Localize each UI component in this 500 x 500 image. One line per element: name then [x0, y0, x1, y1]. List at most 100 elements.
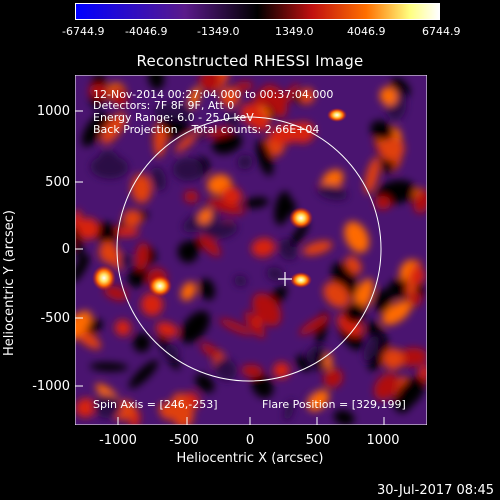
colorbar-tick: 1349.0	[275, 25, 314, 38]
emission-blob	[375, 195, 391, 210]
emission-blob	[199, 75, 221, 92]
emission-blob	[188, 87, 201, 107]
emission-blob	[237, 154, 253, 170]
emission-blob	[195, 373, 215, 393]
method-counts-label: Back Projection Total counts: 2.66E+04	[93, 123, 320, 136]
y-tick-label: 1000	[36, 104, 70, 119]
emission-blob	[274, 191, 291, 226]
emission-blob	[88, 84, 111, 99]
emission-blob	[131, 174, 152, 203]
hot-source	[289, 207, 313, 229]
colorbar-tick: -4046.9	[125, 25, 168, 38]
emission-blob	[363, 335, 379, 362]
emission-blob	[92, 394, 122, 419]
emission-blob	[299, 87, 315, 105]
emission-blob	[323, 281, 350, 308]
x-tick-label: -500	[169, 433, 199, 448]
emission-blob	[370, 120, 394, 142]
emission-blob	[81, 113, 106, 147]
x-tick-label: 0	[245, 433, 255, 448]
emission-blob	[180, 281, 197, 301]
y-tick-label: 500	[45, 175, 70, 190]
emission-blob	[243, 197, 269, 209]
emission-blobs	[75, 75, 427, 425]
emission-blob	[241, 364, 263, 378]
emission-blob	[381, 300, 412, 326]
emission-blob	[317, 184, 348, 201]
emission-blob	[379, 86, 398, 106]
emission-blob	[379, 137, 405, 161]
colorbar	[75, 3, 440, 20]
emission-blob	[104, 285, 128, 301]
emission-blob	[206, 127, 232, 137]
x-tick-label: -1000	[99, 433, 137, 448]
emission-blob	[252, 293, 281, 327]
emission-blob	[233, 275, 247, 287]
emission-blob	[382, 348, 405, 370]
image-title: Reconstructed RHESSI Image	[136, 52, 364, 70]
y-tick-label: 0	[61, 242, 70, 257]
emission-blob	[224, 111, 241, 130]
emission-blob	[198, 207, 213, 225]
emission-blob	[150, 166, 167, 191]
emission-blob	[344, 221, 369, 253]
emission-blob	[172, 157, 204, 181]
emission-blob	[184, 190, 199, 203]
emission-blob	[185, 392, 200, 408]
emission-blob	[345, 256, 362, 275]
rhessi-image	[75, 75, 427, 425]
emission-blob	[333, 410, 355, 425]
emission-blob	[95, 222, 118, 243]
tick-marks	[75, 110, 385, 425]
emission-blob	[206, 198, 245, 215]
timestamp: 30-Jul-2017 08:45	[376, 483, 494, 498]
y-tick-label: -500	[40, 311, 70, 326]
emission-blob	[299, 314, 330, 335]
colorbar-tick: 6744.9	[422, 25, 461, 38]
emission-blob	[128, 360, 159, 389]
x-tick-label: 1000	[366, 433, 400, 448]
colorbar-tick: 4046.9	[347, 25, 386, 38]
x-tick-label: 500	[305, 433, 331, 448]
hot-source	[327, 108, 347, 122]
hot-source	[92, 265, 116, 291]
emission-blob	[302, 240, 333, 256]
spin-axis-label: Spin Axis = [246,-253]	[93, 398, 218, 411]
emission-blob	[75, 254, 90, 284]
emission-blob	[75, 398, 97, 418]
emission-blob	[256, 139, 274, 176]
hot-source	[290, 272, 312, 288]
emission-blob	[251, 238, 276, 257]
emission-blob	[199, 278, 215, 301]
emission-blob	[118, 253, 134, 269]
emission-blob	[219, 318, 253, 335]
emission-blob	[180, 310, 210, 344]
emission-blob	[77, 217, 99, 240]
spin-axis-cross	[278, 272, 292, 286]
emission-blob	[135, 242, 149, 271]
solar-limb-circle	[116, 116, 382, 382]
hot-source	[148, 275, 172, 297]
emission-blob	[284, 399, 294, 422]
energy-range-label: Energy Range: 6.0 - 25.0 keV	[93, 111, 254, 124]
emission-blob	[266, 267, 284, 281]
y-tick-label: -1000	[32, 379, 70, 394]
emission-blob	[321, 169, 344, 190]
emission-blob	[408, 267, 425, 285]
emission-blob	[200, 343, 220, 358]
emission-blob	[323, 368, 343, 388]
emission-blob	[165, 344, 179, 359]
emission-blob	[123, 209, 142, 228]
hot-sources	[92, 108, 347, 297]
emission-blob	[158, 118, 191, 133]
emission-blob	[219, 87, 240, 108]
emission-blob	[374, 289, 392, 313]
emission-blob	[364, 157, 380, 194]
emission-blob	[397, 347, 427, 367]
emission-blob	[203, 221, 238, 240]
y-axis-label: Heliocentric Y (arcsec)	[2, 210, 17, 356]
emission-blob	[234, 81, 253, 91]
emission-blob	[98, 241, 119, 264]
emission-blob	[212, 133, 243, 154]
emission-blob	[127, 265, 148, 288]
